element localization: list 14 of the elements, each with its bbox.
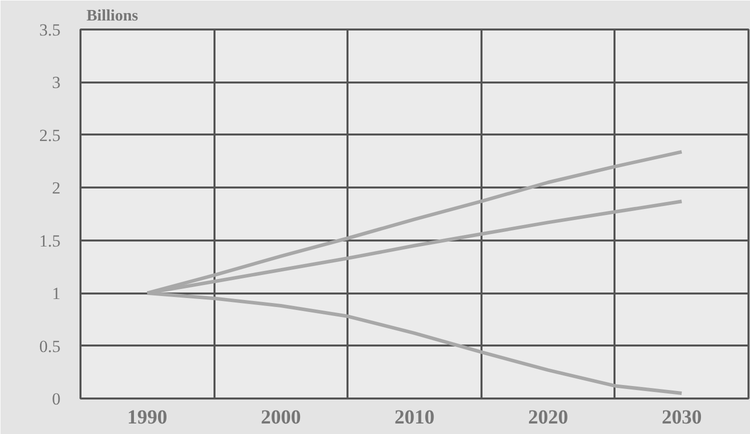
y-tick-label: 0 — [52, 390, 60, 408]
x-tick-label: 1990 — [127, 406, 168, 428]
x-tick-label: 2030 — [662, 406, 702, 428]
y-tick-label: 3 — [52, 73, 60, 92]
x-tick-label: 2020 — [528, 406, 568, 428]
y-axis-title: Billions — [86, 8, 138, 24]
y-tick-label: 2.5 — [39, 126, 60, 145]
x-tick-label: 2010 — [394, 406, 434, 428]
y-tick-label: 1.5 — [39, 231, 60, 250]
y-tick-label: 3.5 — [39, 20, 60, 40]
y-tick-label: 2 — [52, 178, 60, 198]
y-tick-label: 1 — [52, 284, 60, 304]
y-tick-label: 0.5 — [39, 336, 60, 356]
x-tick-label: 2000 — [260, 406, 301, 428]
